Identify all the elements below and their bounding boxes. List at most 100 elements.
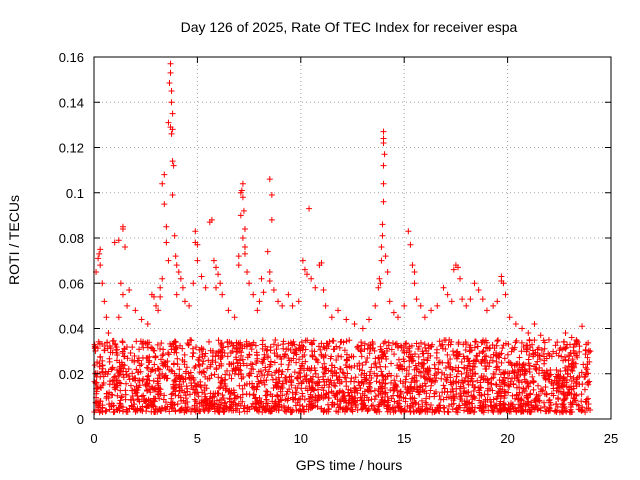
band-mark [97, 408, 104, 415]
data-point [144, 320, 151, 327]
band-mark [501, 381, 508, 388]
band-mark [490, 408, 497, 415]
band-mark [359, 362, 366, 369]
band-mark [134, 396, 141, 403]
band-mark [282, 396, 289, 403]
data-point [235, 262, 242, 269]
band-mark [295, 345, 302, 352]
band-mark [154, 388, 161, 395]
data-point [241, 225, 248, 232]
band-mark [358, 339, 365, 346]
band-mark [185, 341, 192, 348]
band-mark [548, 378, 555, 385]
band-mark [252, 404, 259, 411]
band-mark [445, 360, 452, 367]
band-mark [186, 375, 193, 382]
band-mark [435, 366, 442, 373]
band-mark [214, 403, 221, 410]
band-mark [505, 389, 512, 396]
band-mark [554, 380, 561, 387]
band-mark [282, 376, 289, 383]
band-mark [91, 341, 98, 348]
band-mark [501, 388, 508, 395]
band-mark [471, 393, 478, 400]
band-mark [123, 371, 130, 378]
band-mark [292, 384, 299, 391]
band-mark [262, 343, 269, 350]
data-point [359, 325, 366, 332]
band-mark [116, 367, 123, 374]
band-mark [488, 375, 495, 382]
data-point [537, 332, 544, 339]
band-mark [388, 360, 395, 367]
band-mark [512, 395, 518, 402]
band-mark [174, 401, 181, 408]
band-mark [129, 370, 136, 377]
band-mark [128, 403, 135, 410]
band-mark [419, 350, 426, 357]
band-mark [221, 376, 228, 383]
data-point [179, 284, 186, 291]
band-mark [460, 353, 467, 360]
band-mark [233, 356, 240, 363]
data-point [101, 298, 108, 305]
band-mark [140, 338, 147, 345]
band-mark [518, 348, 525, 355]
band-mark [262, 366, 269, 373]
band-mark [415, 360, 422, 367]
y-tick-label: 0.16 [59, 50, 84, 65]
x-tick-label: 25 [604, 431, 618, 446]
band-mark [474, 343, 481, 350]
band-mark [455, 364, 462, 371]
data-point [198, 273, 205, 280]
band-mark [116, 400, 123, 407]
data-point [268, 192, 275, 199]
band-mark [351, 399, 358, 406]
band-mark [160, 346, 167, 353]
band-mark [521, 388, 528, 395]
band-mark [286, 373, 293, 380]
band-mark [563, 344, 570, 351]
band-mark [205, 357, 212, 364]
band-mark [342, 361, 349, 368]
band-mark [376, 401, 383, 408]
band-mark [499, 345, 506, 352]
band-mark [215, 348, 222, 355]
data-point [275, 298, 282, 305]
band-mark [448, 338, 455, 345]
band-mark [491, 371, 498, 378]
x-tick-label: 5 [194, 431, 201, 446]
band-mark [536, 352, 543, 359]
band-mark [122, 387, 129, 394]
data-point [444, 291, 451, 298]
data-point [170, 162, 177, 169]
data-point [240, 207, 247, 214]
band-mark [176, 387, 183, 394]
band-mark [343, 338, 350, 345]
band-mark [335, 376, 342, 383]
band-mark [354, 406, 361, 413]
band-mark [565, 357, 572, 364]
data-point [351, 320, 358, 327]
band-mark [363, 394, 370, 401]
band-mark [359, 405, 366, 412]
band-mark [337, 366, 344, 373]
band-mark [472, 356, 479, 363]
data-point [260, 289, 267, 296]
band-mark [115, 404, 122, 411]
data-point [390, 309, 397, 316]
band-mark [380, 376, 387, 383]
band-mark [524, 380, 531, 387]
band-mark [493, 358, 500, 365]
band-mark [456, 385, 463, 392]
band-mark [278, 356, 285, 363]
band-mark [304, 337, 311, 344]
band-mark [366, 381, 373, 388]
band-mark [417, 339, 424, 346]
band-mark [483, 353, 490, 360]
band-mark [304, 387, 311, 394]
band-mark [131, 358, 138, 365]
band-mark [557, 368, 564, 375]
band-mark [269, 376, 276, 383]
band-mark [489, 357, 496, 364]
